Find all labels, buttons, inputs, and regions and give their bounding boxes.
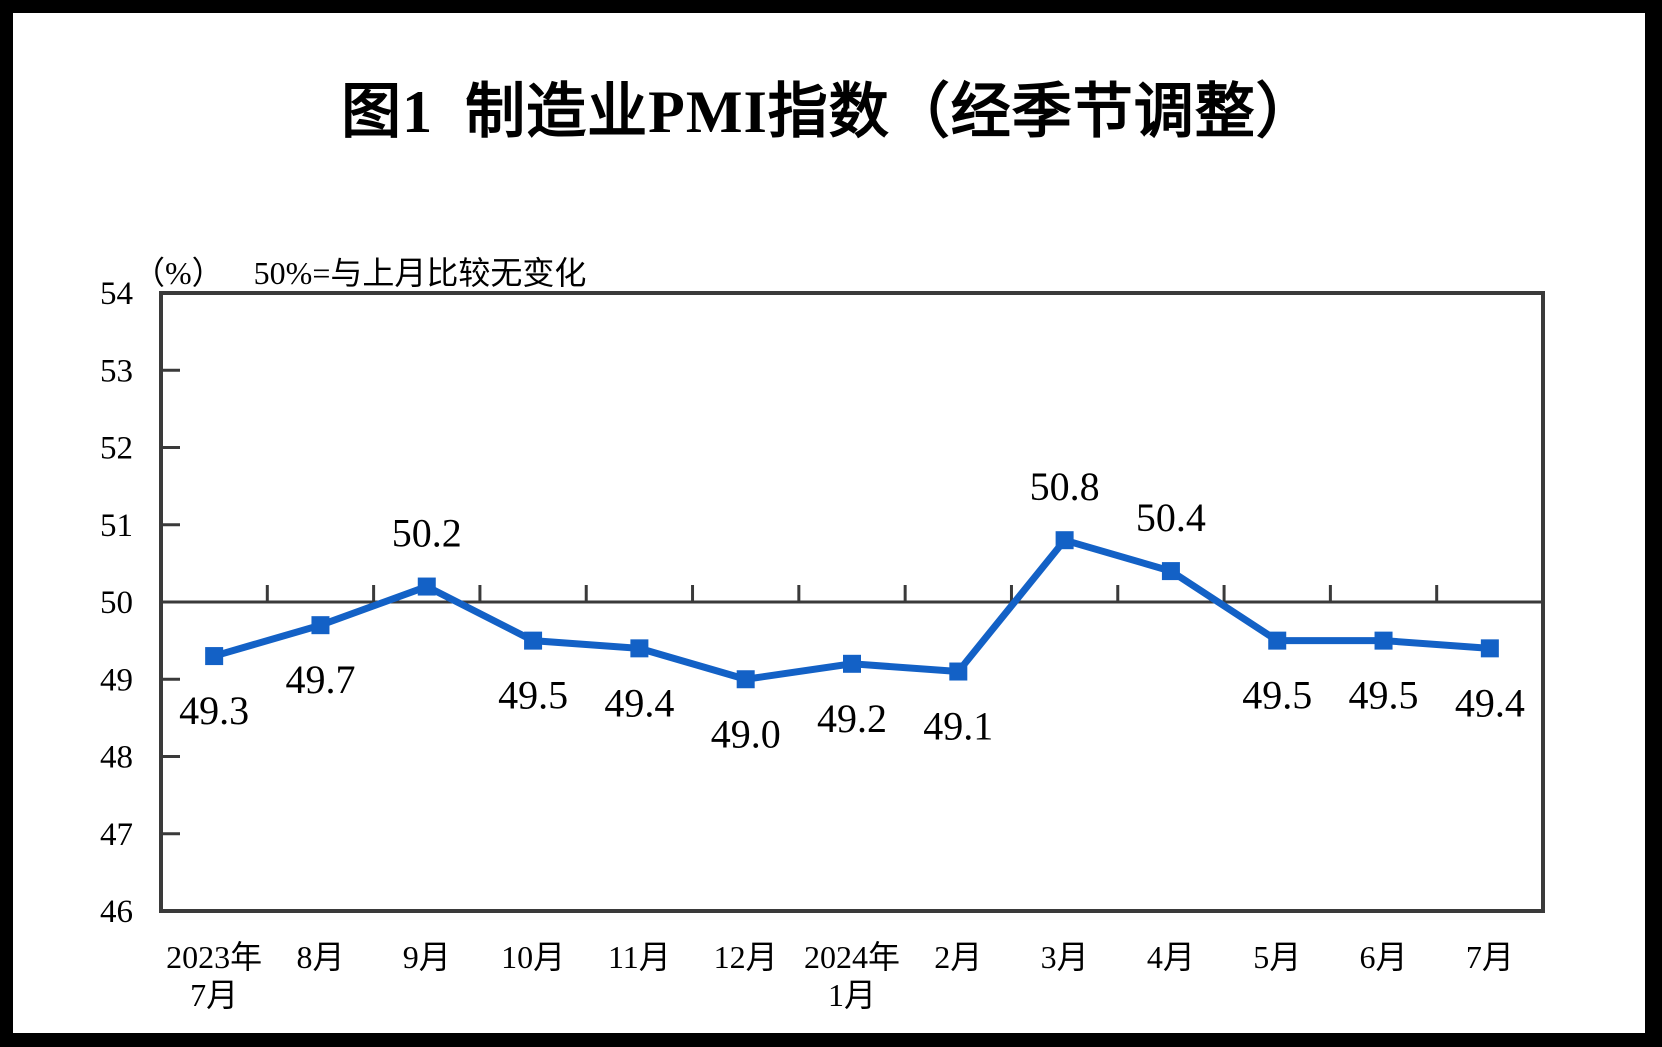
x-axis-tick-label: 12月 [714,939,778,975]
data-point-label: 49.0 [711,711,781,756]
reference-note: 50%=与上月比较无变化 [253,255,587,291]
data-point-label: 49.5 [1242,673,1312,718]
data-point-label: 50.4 [1136,495,1206,540]
x-axis-tick-label: 2月 [934,939,982,975]
y-axis-tick-label: 50 [100,585,133,621]
data-point-marker [524,631,543,650]
data-point-label: 49.2 [817,696,887,741]
data-point-label: 50.8 [1030,464,1100,509]
data-point-label: 49.7 [285,657,355,702]
data-point-marker [736,670,755,689]
data-point-marker [1161,562,1180,581]
data-point-label: 50.2 [392,511,462,556]
y-axis-tick-label: 52 [100,431,133,467]
y-axis-tick-label: 51 [100,508,133,544]
x-axis-tick-label: 4月 [1147,939,1195,975]
data-point-label: 49.4 [604,680,674,725]
y-axis-tick-label: 47 [100,817,133,853]
data-point-label: 49.5 [1349,673,1419,718]
x-axis-tick-label: 7月 [1466,939,1514,975]
data-point-marker [1055,531,1074,550]
data-point-marker [1268,631,1287,650]
y-axis-tick-label: 53 [100,353,133,389]
data-point-marker [205,647,224,666]
x-axis-tick-label: 9月 [403,939,451,975]
x-axis-tick-label: 11月 [608,939,671,975]
x-axis-tick-label: 3月 [1041,939,1089,975]
data-point-label: 49.3 [179,688,249,733]
axis-note-row: （%） 50%=与上月比较无变化 [101,211,586,331]
data-point-marker [1374,631,1393,650]
y-axis-tick-label: 48 [100,740,133,776]
data-point-label: 49.1 [923,704,993,749]
x-axis-tick-label: 5月 [1253,939,1301,975]
page: 图1 制造业PMI指数（经季节调整） （%） 50%=与上月比较无变化 [13,13,1645,1033]
data-point-marker [311,616,330,635]
x-axis-tick-label: 6月 [1360,939,1408,975]
y-axis-tick-label: 49 [100,662,133,698]
x-axis-tick-label: 2023年 7月 [166,939,262,1013]
data-point-marker [949,662,968,681]
data-point-marker [1480,639,1499,658]
x-axis-tick-label: 10月 [501,939,565,975]
data-point-marker [843,654,861,673]
data-point-label: 49.4 [1455,680,1525,725]
y-axis-unit-label: （%） [133,255,224,291]
data-point-label: 49.5 [498,673,568,718]
chart-title: 图1 制造业PMI指数（经季节调整） [341,79,1317,145]
x-axis-tick-label: 2024年 1月 [804,939,900,1013]
data-point-marker [417,577,436,596]
data-point-marker [630,639,649,658]
y-axis-tick-label: 46 [100,894,133,930]
x-axis-tick-label: 8月 [296,939,344,975]
y-axis-tick-label: 54 [100,276,133,312]
